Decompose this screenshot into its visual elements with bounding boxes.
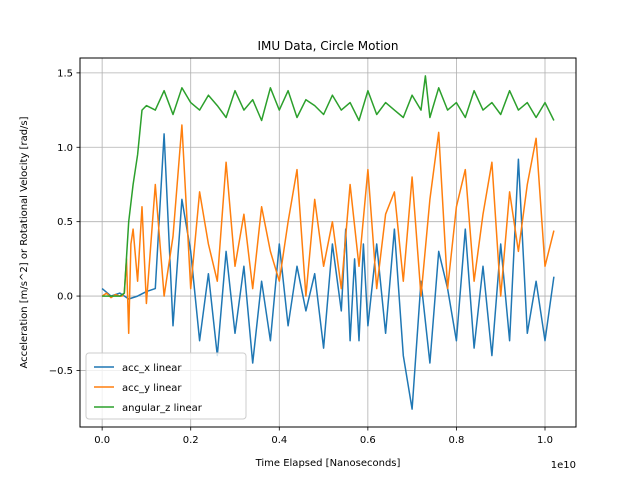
x-axis-label: Time Elapsed [Nanoseconds] xyxy=(255,458,401,469)
y-tick-label: 0.0 xyxy=(57,292,73,303)
y-tick-label: 0.5 xyxy=(57,217,73,228)
legend-entry: angular_z linear xyxy=(122,403,203,414)
x-tick-label: 0.0 xyxy=(94,435,110,446)
grid xyxy=(80,58,576,427)
x-tick-label: 0.2 xyxy=(183,435,199,446)
ticks: 0.0 0.2 0.4 0.6 0.8 1.0 −0.5 0.0 0.5 1.0 1.5 xyxy=(49,68,553,446)
series-line-angular-z-linear xyxy=(102,75,555,297)
chart-title: IMU Data, Circle Motion xyxy=(258,39,399,53)
plot-frame xyxy=(79,57,577,428)
series-line-acc-y-linear xyxy=(101,124,555,335)
series-layer xyxy=(101,75,555,410)
legend-entry: acc_x linear xyxy=(122,363,182,374)
x-tick-label: 0.6 xyxy=(360,435,376,446)
x-tick-label: 0.8 xyxy=(448,435,464,446)
x-tick-label: 0.4 xyxy=(271,435,287,446)
legend: acc_x linear acc_y linear angular_z linear xyxy=(85,352,247,420)
x-tick-label: 1.0 xyxy=(537,435,553,446)
y-tick-label: 1.0 xyxy=(57,143,73,154)
legend-box xyxy=(85,352,247,420)
legend-entry: acc_y linear xyxy=(122,383,182,394)
y-axis-label: Acceleration [m/s^2] or Rotational Veloc… xyxy=(19,116,30,368)
series-line-acc-x-linear xyxy=(101,133,555,410)
y-tick-label: 1.5 xyxy=(57,68,73,79)
y-tick-label: −0.5 xyxy=(49,366,73,377)
x-axis-offset-label: 1e10 xyxy=(551,460,576,471)
